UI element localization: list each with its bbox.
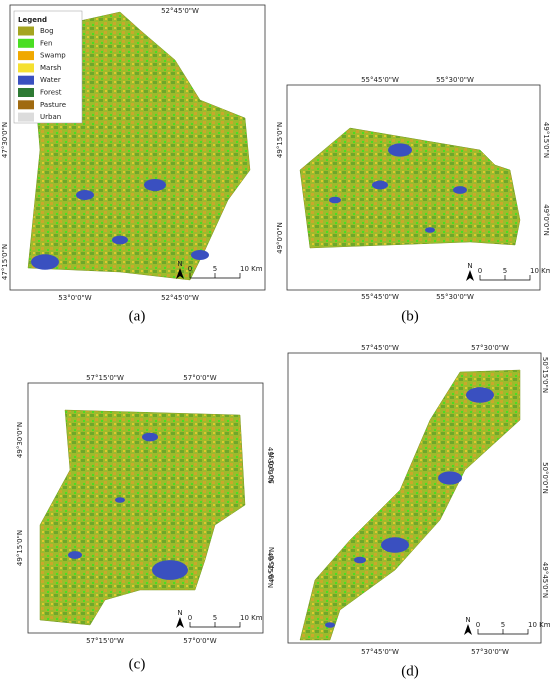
scale-label: 5 — [213, 265, 217, 273]
water-body — [438, 471, 462, 485]
coordinate-label: 52°45'0"W — [161, 7, 199, 15]
scale-label: 10 Km — [240, 265, 263, 273]
coordinate-label: 57°30'0"W — [471, 344, 509, 352]
scale-label: 5 — [503, 267, 507, 275]
coordinate-label: 52°45'0"W — [161, 294, 199, 302]
coordinate-label: 49°15'0"N — [542, 122, 550, 158]
legend-item: Fen — [40, 39, 52, 47]
water-body — [152, 560, 188, 580]
scale-label: 10 Km — [528, 621, 550, 629]
coordinate-label: 47°30'0"N — [1, 122, 9, 158]
coordinate-label: 57°30'0"W — [471, 648, 509, 656]
coordinate-label: 49°0'0"N — [542, 204, 550, 236]
water-body — [31, 254, 59, 270]
coordinate-label: 55°45'0"W — [361, 293, 399, 301]
land-cover-area — [299, 127, 521, 249]
scale-label: 5 — [501, 621, 505, 629]
north-arrow — [176, 617, 184, 628]
scale-bar — [189, 622, 241, 628]
legend-item: Swamp — [40, 52, 66, 60]
panel-label: (b) — [401, 308, 419, 324]
coordinate-label: 49°30'0"N — [16, 422, 24, 458]
north-label: N — [177, 260, 182, 268]
legend-swatch — [18, 88, 34, 97]
legend-swatch — [18, 112, 34, 122]
north-arrow — [176, 268, 184, 279]
water-body — [191, 250, 209, 260]
water-body — [115, 497, 125, 503]
coordinate-label: 55°30'0"W — [436, 76, 474, 84]
coordinate-label: 49°45'0"N — [541, 562, 549, 598]
legend-swatch — [18, 51, 34, 61]
legend-swatch — [18, 63, 34, 73]
land-cover-area — [39, 409, 246, 626]
water-body — [76, 190, 94, 200]
water-body — [425, 227, 435, 233]
scale-label: 0 — [476, 621, 480, 629]
legend-swatch — [18, 26, 34, 36]
legend-item: Water — [40, 76, 61, 84]
coordinate-label: 49°15'0"N — [16, 530, 24, 566]
north-label: N — [177, 609, 182, 617]
coordinate-label: 53°0'0"W — [58, 294, 91, 302]
scale-bar — [189, 273, 241, 279]
scale-label: 0 — [478, 267, 482, 275]
water-body — [142, 432, 158, 442]
panel-label: (d) — [401, 663, 419, 679]
coordinate-label: 55°30'0"W — [436, 293, 474, 301]
scale-bar — [477, 629, 529, 635]
coordinate-label: 57°15'0"W — [86, 637, 124, 645]
coordinate-label: 50°0'0"N — [268, 452, 276, 484]
water-body — [112, 235, 128, 245]
coordinate-label: 49°30'0"N — [266, 447, 274, 483]
legend-swatch — [18, 38, 34, 48]
coordinate-label: 57°0'0"W — [183, 637, 216, 645]
north-arrow — [466, 270, 474, 281]
water-body — [329, 196, 341, 204]
water-body — [68, 551, 82, 559]
coordinate-label: 50°15'0"N — [541, 357, 549, 393]
coordinate-label: 49°45'0"N — [268, 547, 276, 583]
scale-label: 5 — [213, 614, 217, 622]
coordinate-label: 47°15'0"N — [1, 244, 9, 280]
legend-title: Legend — [18, 16, 47, 24]
legend-swatch — [18, 100, 34, 110]
legend-item: Urban — [40, 113, 61, 121]
coordinate-label: 49°15'0"N — [276, 122, 284, 158]
north-label: N — [465, 616, 470, 624]
panel-label: (c) — [129, 656, 146, 672]
scale-label: 0 — [188, 614, 192, 622]
water-body — [325, 622, 335, 628]
coordinate-label: 55°45'0"W — [361, 76, 399, 84]
coordinate-label: 57°45'0"W — [361, 648, 399, 656]
scale-label: 10 Km — [240, 614, 263, 622]
north-label: N — [467, 262, 472, 270]
water-body — [466, 387, 494, 403]
legend-item: Pasture — [40, 101, 66, 109]
coordinate-label: 57°45'0"W — [361, 344, 399, 352]
coordinate-label: 57°15'0"W — [86, 374, 124, 382]
water-body — [381, 537, 409, 553]
panel-label: (a) — [129, 308, 146, 324]
water-body — [144, 178, 166, 192]
north-arrow — [464, 624, 472, 635]
scale-label: 0 — [188, 265, 192, 273]
legend-item: Bog — [40, 27, 54, 35]
coordinate-label: 57°0'0"W — [183, 374, 216, 382]
scale-label: 10 Km — [530, 267, 550, 275]
legend-item: Forest — [40, 89, 62, 97]
coordinate-label: 50°0'0"N — [541, 462, 549, 494]
coordinate-label: 49°15'0"N — [266, 552, 274, 588]
legend-item: Marsh — [40, 64, 61, 72]
water-body — [372, 180, 388, 190]
coordinate-label: 49°0'0"N — [276, 222, 284, 254]
legend-swatch — [18, 75, 34, 85]
water-body — [388, 143, 412, 157]
water-body — [453, 186, 467, 194]
water-body — [354, 556, 366, 564]
scale-bar — [479, 275, 531, 281]
legend: Legend Bog Fen Swamp Marsh Water Forest Pasture… — [13, 10, 83, 124]
